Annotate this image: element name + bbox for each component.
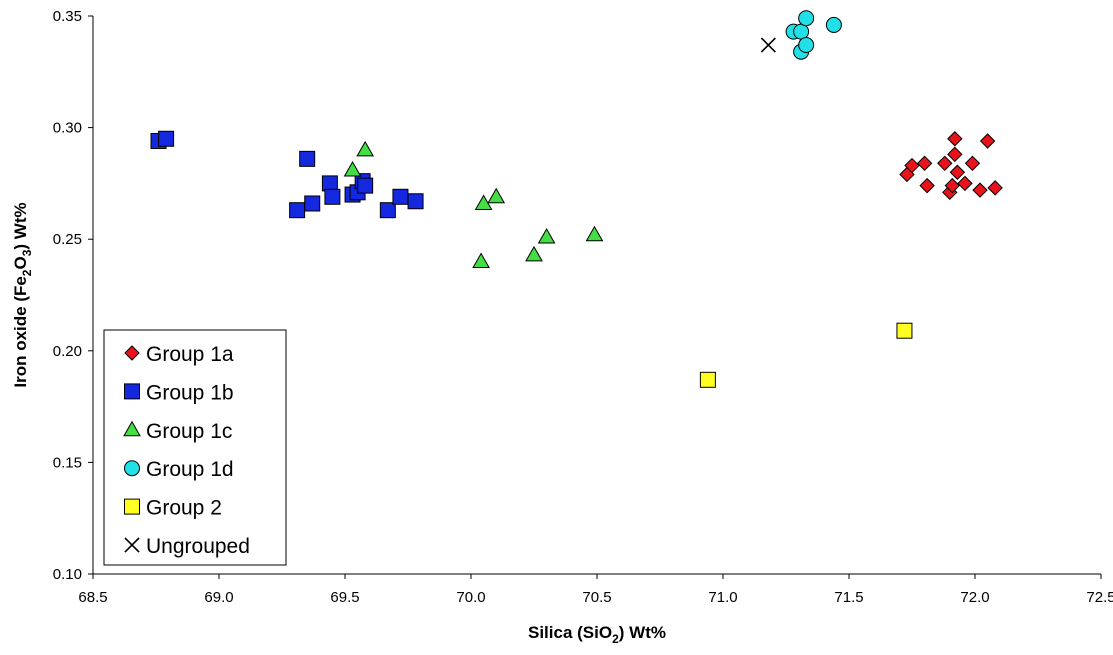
x-ticks: 68.5 69.0 69.5 70.0 70.5 71.0 71.5 72.0 72.5 (78, 574, 1113, 606)
y-tick-label: 0.10 (53, 566, 82, 583)
data-point-group-1c (487, 187, 506, 204)
data-point-group-1c (537, 227, 556, 244)
legend-marker-group-1c (123, 420, 141, 437)
x-tick-label: 72.0 (960, 589, 989, 606)
data-point-group-1b (379, 202, 396, 219)
data-point-group-1a (979, 133, 996, 149)
series-group-1c (343, 140, 604, 269)
series-ungrouped (760, 37, 776, 53)
legend-marker-group-1b (124, 383, 140, 400)
legend-label-group-1c: Group 1c (146, 420, 232, 443)
y-axis-title-mid: O (11, 256, 30, 269)
y-axis-title: Iron oxide (Fe2O3) Wt% (11, 202, 34, 387)
data-point-group-1b (407, 193, 424, 210)
legend-marker-group-1d (124, 460, 140, 477)
y-tick-label: 0.30 (53, 120, 82, 137)
legend-label-group-1d: Group 1d (146, 458, 234, 481)
x-tick-label: 71.5 (834, 589, 863, 606)
legend-label-group-1a: Group 1a (146, 343, 234, 366)
data-point-group-1c (525, 245, 543, 262)
data-point-group-1c (472, 252, 490, 269)
series-group-1d (785, 10, 842, 60)
series-group-1b (150, 130, 424, 219)
y-tick-label: 0.20 (53, 343, 82, 360)
data-point-group-1c (356, 140, 375, 157)
legend-label-group-2: Group 2 (146, 497, 222, 520)
data-point-group-1b (321, 175, 338, 192)
x-axis-title-post: ) Wt% (619, 623, 666, 642)
x-axis-title-pre: Silica (SiO (528, 623, 612, 642)
data-point-group-1b (357, 177, 374, 194)
x-tick-label: 68.5 (78, 589, 107, 606)
data-point-group-1a (904, 157, 920, 174)
y-axis-title-post: ) Wt% (11, 202, 30, 249)
data-point-group-1b (158, 130, 175, 147)
data-point-group-1c (343, 161, 362, 177)
data-point-group-2 (896, 322, 913, 339)
y-tick-label: 0.25 (53, 231, 82, 248)
x-tick-label: 69.5 (330, 589, 359, 606)
data-point-group-1c (474, 194, 493, 210)
y-axis-title-sub2: 3 (20, 249, 34, 256)
x-tick-label: 70.5 (582, 589, 611, 606)
data-point-group-1a (937, 155, 953, 172)
legend-label-group-1b: Group 1b (146, 381, 234, 404)
legend-box (103, 329, 287, 566)
x-axis-title-sub: 2 (612, 632, 619, 646)
data-point-group-1d (793, 23, 810, 40)
data-point-group-1a (957, 175, 973, 192)
data-point-group-1a (949, 164, 966, 180)
y-tick-label: 0.15 (53, 454, 82, 471)
legend: Group 1a Group 1b Group 1c Group 1d Group 2 U… (103, 329, 287, 566)
data-point-group-1a (947, 146, 963, 163)
data-point-group-1a (944, 177, 961, 194)
data-point-group-1b (392, 188, 409, 205)
x-tick-label: 71.0 (708, 589, 737, 606)
data-point-group-1d (798, 37, 815, 54)
legend-marker-ungrouped (124, 537, 140, 553)
data-point-group-1c (585, 225, 604, 242)
data-point-group-1d (798, 10, 815, 27)
legend-label-ungrouped: Ungrouped (146, 535, 250, 558)
y-tick-label: 0.35 (53, 8, 82, 25)
x-axis-title: Silica (SiO2) Wt% (528, 623, 666, 646)
legend-marker-group-1a (124, 345, 140, 361)
data-point-group-1d (825, 16, 842, 33)
data-point-group-1b (289, 202, 306, 219)
x-tick-label: 70.0 (456, 589, 485, 606)
series-group-2 (699, 322, 913, 388)
data-point-group-1a (987, 180, 1003, 196)
y-axis-title-pre: Iron oxide (Fe (11, 276, 30, 387)
data-point-group-1a (947, 131, 963, 147)
data-point-group-1b (304, 195, 321, 212)
x-tick-label: 69.0 (204, 589, 233, 606)
data-point-group-2 (699, 371, 716, 388)
y-ticks: 0.10 0.15 0.20 0.25 0.30 0.35 (53, 8, 93, 583)
data-point-group-1a (972, 182, 988, 198)
data-point-group-1b (299, 150, 316, 167)
y-axis-title-sub1: 2 (20, 269, 34, 276)
series-group-1a (899, 131, 1003, 201)
data-points (150, 10, 1003, 388)
x-tick-label: 72.5 (1086, 589, 1113, 606)
data-point-ungrouped (760, 37, 776, 53)
data-point-group-1a (964, 155, 981, 172)
legend-marker-group-2 (124, 498, 140, 515)
data-point-group-1a (919, 177, 935, 194)
data-point-group-1b (324, 188, 341, 205)
data-point-group-1a (916, 155, 933, 172)
